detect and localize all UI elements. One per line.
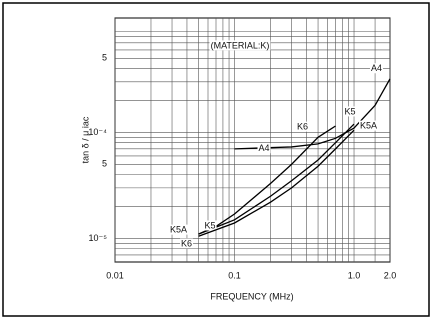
x-tick-label: 1.0 — [348, 270, 361, 280]
series-label: K6 — [297, 122, 308, 132]
series-label: K6 — [181, 238, 192, 248]
x-axis-label: FREQUENCY (MHz) — [210, 291, 293, 301]
label-background — [369, 63, 383, 74]
series-line — [198, 129, 355, 237]
series-label: K5A — [360, 121, 377, 131]
x-tick-label: 2.0 — [384, 270, 397, 280]
label-background — [209, 40, 271, 51]
label-background — [296, 121, 310, 132]
annotation: (MATERIAL:K) — [211, 40, 270, 50]
x-tick-label: 0.1 — [228, 270, 241, 280]
series-line — [198, 123, 355, 235]
series-line — [234, 78, 391, 150]
series-label: A4 — [371, 63, 382, 73]
series-label: K5 — [345, 106, 356, 116]
label-background — [359, 120, 379, 131]
y-tick-label: 5 — [102, 53, 107, 63]
x-tick-label: 0.01 — [106, 270, 124, 280]
label-background — [180, 238, 194, 249]
label-background — [203, 220, 217, 231]
y-tick-label: 5 — [102, 159, 107, 169]
series-label: A4 — [259, 143, 270, 153]
y-tick-label: 10⁻⁴ — [88, 127, 107, 137]
y-tick-label: 10⁻⁵ — [89, 233, 108, 243]
label-background — [257, 143, 271, 154]
label-background — [169, 224, 189, 235]
label-background — [343, 106, 357, 117]
series-label: K5A — [170, 225, 187, 235]
series-label: K5 — [205, 220, 216, 230]
y-axis-label: tan δ / μ iac — [80, 116, 90, 163]
